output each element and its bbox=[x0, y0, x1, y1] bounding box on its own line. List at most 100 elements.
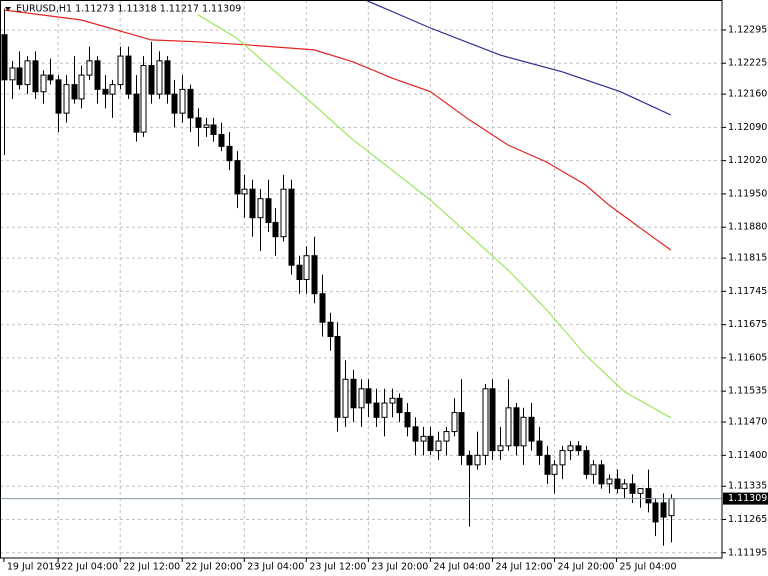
candle-body bbox=[319, 293, 326, 323]
candle-body bbox=[109, 84, 116, 95]
candle-body bbox=[645, 488, 652, 504]
symbol-menu-icon[interactable] bbox=[5, 7, 11, 11]
y-tick-label: 1.11470 bbox=[728, 417, 767, 428]
candle-body bbox=[474, 454, 481, 466]
y-tick-label: 1.11335 bbox=[728, 481, 767, 492]
candle-body bbox=[575, 445, 582, 452]
x-tick-label: 24 Jul 12:00 bbox=[495, 562, 552, 573]
candle-body bbox=[40, 74, 47, 93]
candle-body bbox=[590, 464, 597, 475]
candle-body bbox=[381, 402, 388, 418]
candle-body bbox=[427, 435, 434, 452]
candle-body bbox=[125, 55, 132, 95]
y-tick-label: 1.11815 bbox=[728, 253, 767, 264]
candle-body bbox=[156, 60, 163, 95]
y-tick-label: 1.11265 bbox=[728, 514, 767, 525]
last-price-label: 1.11309 bbox=[728, 493, 767, 504]
candle-body bbox=[171, 93, 178, 114]
candle-body bbox=[179, 88, 186, 114]
candle-body bbox=[668, 498, 675, 517]
y-tick-label: 1.12225 bbox=[728, 58, 767, 69]
x-tick-label: 23 Jul 04:00 bbox=[247, 562, 304, 573]
candle-body bbox=[466, 454, 473, 466]
candle-body bbox=[71, 84, 78, 100]
candle-body bbox=[334, 336, 341, 418]
candle-body bbox=[241, 188, 248, 195]
candle-body bbox=[63, 84, 70, 114]
candle-body bbox=[598, 464, 605, 485]
candle-body bbox=[606, 478, 613, 485]
candle-body bbox=[32, 60, 39, 93]
candle-body bbox=[536, 440, 543, 456]
candle-body bbox=[272, 221, 279, 238]
x-tick-label: 23 Jul 12:00 bbox=[309, 562, 366, 573]
y-tick-label: 1.11195 bbox=[728, 547, 767, 558]
candle-body bbox=[350, 378, 357, 409]
candle-body bbox=[443, 431, 450, 442]
candle-body bbox=[327, 321, 334, 338]
y-tick-label: 1.11605 bbox=[728, 352, 767, 363]
candle-body bbox=[660, 502, 667, 518]
candle-body bbox=[16, 67, 23, 86]
candle-body bbox=[210, 124, 217, 136]
candle-body bbox=[373, 402, 380, 418]
candle-body bbox=[9, 67, 16, 81]
candle-body bbox=[396, 397, 403, 414]
candle-body bbox=[528, 416, 535, 442]
candle-body bbox=[78, 74, 85, 100]
moving-average-line bbox=[365, 0, 672, 116]
x-tick-label: 24 Jul 04:00 bbox=[433, 562, 490, 573]
candle-body bbox=[614, 478, 621, 490]
candle-body bbox=[435, 440, 442, 452]
moving-average-line bbox=[3, 9, 672, 251]
candle-body bbox=[420, 435, 427, 442]
candle-body bbox=[47, 74, 54, 81]
candle-body bbox=[265, 198, 272, 223]
candle-body bbox=[567, 445, 574, 452]
candle-body bbox=[257, 198, 264, 219]
candle-body bbox=[629, 483, 636, 494]
candle-body bbox=[544, 454, 551, 475]
candle-body bbox=[451, 412, 458, 433]
y-tick-label: 1.12160 bbox=[728, 89, 767, 100]
y-tick-label: 1.12020 bbox=[728, 155, 767, 166]
candle-body bbox=[24, 60, 31, 86]
last-price-box bbox=[723, 492, 768, 505]
candle-body bbox=[365, 388, 372, 404]
candle-body bbox=[652, 502, 659, 523]
candle-body bbox=[148, 65, 155, 95]
candle-body bbox=[458, 412, 465, 456]
y-tick-label: 1.11400 bbox=[728, 450, 767, 461]
y-tick-label: 1.11745 bbox=[728, 286, 767, 297]
candle-body bbox=[218, 134, 225, 147]
candle-body bbox=[342, 378, 349, 418]
x-tick-label: 22 Jul 20:00 bbox=[185, 562, 242, 573]
chart-title: EURUSD,H1 1.11273 1.11318 1.11217 1.1130… bbox=[16, 4, 241, 15]
candle-body bbox=[234, 160, 241, 195]
candle-body bbox=[117, 55, 124, 86]
moving-average-line bbox=[197, 14, 672, 419]
x-tick-label: 23 Jul 20:00 bbox=[371, 562, 428, 573]
candle-body bbox=[140, 65, 147, 133]
candle-body bbox=[303, 255, 310, 280]
candle-body bbox=[55, 79, 62, 114]
candle-body bbox=[1, 34, 8, 81]
candle-body bbox=[296, 264, 303, 280]
x-tick-label: 25 Jul 04:00 bbox=[620, 562, 677, 573]
plot-area bbox=[0, 0, 722, 546]
candle-body bbox=[133, 93, 140, 133]
candle-body bbox=[102, 88, 109, 95]
y-tick-label: 1.11880 bbox=[728, 222, 767, 233]
candle-body bbox=[404, 412, 411, 428]
candle-body bbox=[311, 255, 318, 295]
candle-body bbox=[358, 388, 365, 409]
y-tick-label: 1.11675 bbox=[728, 319, 767, 330]
candle-body bbox=[583, 450, 590, 475]
candle-body bbox=[226, 145, 233, 162]
x-tick-label: 19 Jul 2019 bbox=[7, 562, 61, 573]
candle-body bbox=[195, 117, 202, 128]
axes: 1.12295 1.12225 1.12160 1.12090 1.12020 1.119… bbox=[3, 24, 768, 573]
candle-body bbox=[86, 60, 93, 76]
